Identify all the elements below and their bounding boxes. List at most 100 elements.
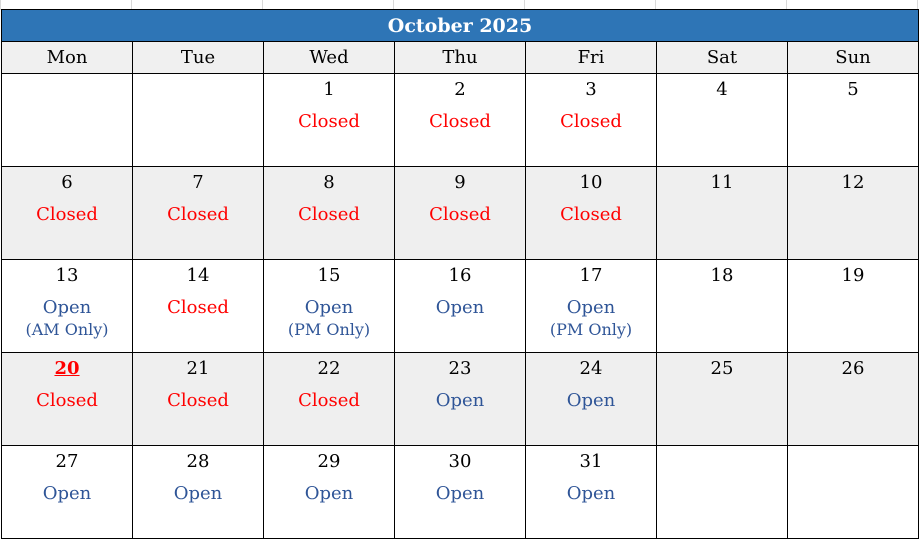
weekday-fri: Fri (525, 41, 657, 74)
day-status-note: (PM Only) (287, 320, 371, 339)
day-cell-12: 12 (787, 166, 919, 260)
day-cell-3: 3 Closed (525, 73, 657, 167)
day-number: 7 (192, 172, 204, 193)
day-number: 27 (55, 451, 79, 472)
day-number: 4 (716, 79, 728, 100)
calendar-table: October 2025 Mon Tue Wed Thu Fri Sat Sun… (1, 9, 919, 539)
day-number: 26 (841, 358, 865, 379)
day-status: Closed (429, 111, 491, 132)
day-number: 18 (710, 265, 734, 286)
day-status: Closed (560, 204, 622, 225)
day-status: Open (566, 390, 616, 411)
day-status: Open (435, 483, 485, 504)
weekday-header-row: Mon Tue Wed Thu Fri Sat Sun (1, 41, 919, 74)
day-number: 21 (186, 358, 210, 379)
day-cell-17: 17 Open (PM Only) (525, 259, 657, 353)
day-cell-28: 28 Open (132, 445, 264, 539)
day-cell-29: 29 Open (263, 445, 395, 539)
day-status: Closed (298, 390, 360, 411)
weekday-mon: Mon (1, 41, 133, 74)
week-row: 27 Open 28 Open 29 Open 30 Open 31 Open (1, 445, 919, 539)
day-cell-5: 5 (787, 73, 919, 167)
empty-day-cell (656, 445, 788, 539)
day-number: 25 (710, 358, 734, 379)
calendar-body: 1 Closed 2 Closed 3 Closed 4 5 6 Closed 7 Closed 8 Cl… (1, 73, 919, 539)
day-status: Open (566, 297, 616, 318)
day-status: Closed (298, 204, 360, 225)
day-number: 5 (847, 79, 859, 100)
day-number: 31 (579, 451, 603, 472)
day-cell-27: 27 Open (1, 445, 133, 539)
day-number: 24 (579, 358, 603, 379)
day-cell-7: 7 Closed (132, 166, 264, 260)
day-status: Closed (36, 204, 98, 225)
day-number: 12 (841, 172, 865, 193)
day-cell-26: 26 (787, 352, 919, 446)
day-number: 16 (448, 265, 472, 286)
day-number: 30 (448, 451, 472, 472)
day-number: 23 (448, 358, 472, 379)
empty-day-cell (132, 73, 264, 167)
day-cell-25: 25 (656, 352, 788, 446)
empty-day-cell (787, 445, 919, 539)
day-status: Closed (429, 204, 491, 225)
day-number: 19 (841, 265, 865, 286)
day-cell-2: 2 Closed (394, 73, 526, 167)
day-cell-11: 11 (656, 166, 788, 260)
day-number: 2 (454, 79, 466, 100)
day-number: 8 (323, 172, 335, 193)
week-row: 20 Closed 21 Closed 22 Closed 23 Open 24 Open 25 26 (1, 352, 919, 446)
day-number: 28 (186, 451, 210, 472)
day-number: 29 (317, 451, 341, 472)
day-cell-20: 20 Closed (1, 352, 133, 446)
day-status: Closed (167, 204, 229, 225)
day-status: Open (304, 297, 354, 318)
day-cell-21: 21 Closed (132, 352, 264, 446)
day-cell-15: 15 Open (PM Only) (263, 259, 395, 353)
day-status: Open (173, 483, 223, 504)
day-status: Closed (36, 390, 98, 411)
spreadsheet-gridlines (0, 0, 922, 10)
week-row: 13 Open (AM Only) 14 Closed 15 Open (PM Only) 16… (1, 259, 919, 353)
day-number: 22 (317, 358, 341, 379)
day-cell-30: 30 Open (394, 445, 526, 539)
day-status-note: (PM Only) (549, 320, 633, 339)
calendar-title: October 2025 (1, 9, 919, 42)
day-cell-22: 22 Closed (263, 352, 395, 446)
day-number: 17 (579, 265, 603, 286)
weekday-wed: Wed (263, 41, 395, 74)
day-cell-16: 16 Open (394, 259, 526, 353)
day-number: 14 (186, 265, 210, 286)
day-cell-14: 14 Closed (132, 259, 264, 353)
day-cell-4: 4 (656, 73, 788, 167)
weekday-sun: Sun (787, 41, 919, 74)
weekday-thu: Thu (394, 41, 526, 74)
week-row: 1 Closed 2 Closed 3 Closed 4 5 (1, 73, 919, 167)
day-cell-1: 1 Closed (263, 73, 395, 167)
day-cell-6: 6 Closed (1, 166, 133, 260)
day-status: Open (42, 483, 92, 504)
day-cell-9: 9 Closed (394, 166, 526, 260)
empty-day-cell (1, 73, 133, 167)
day-number: 13 (55, 265, 79, 286)
day-number: 6 (61, 172, 73, 193)
day-number: 1 (323, 79, 335, 100)
day-cell-23: 23 Open (394, 352, 526, 446)
day-number: 20 (54, 358, 80, 379)
day-status: Open (435, 390, 485, 411)
day-status: Closed (298, 111, 360, 132)
weekday-sat: Sat (656, 41, 788, 74)
day-status: Open (304, 483, 354, 504)
day-status-note: (AM Only) (25, 320, 109, 339)
day-number: 15 (317, 265, 341, 286)
day-status: Closed (167, 390, 229, 411)
weekday-tue: Tue (132, 41, 264, 74)
day-cell-18: 18 (656, 259, 788, 353)
day-cell-10: 10 Closed (525, 166, 657, 260)
day-number: 9 (454, 172, 466, 193)
day-number: 11 (710, 172, 734, 193)
week-row: 6 Closed 7 Closed 8 Closed 9 Closed 10 Closed 11 12 (1, 166, 919, 260)
day-status: Open (435, 297, 485, 318)
day-cell-13: 13 Open (AM Only) (1, 259, 133, 353)
day-cell-24: 24 Open (525, 352, 657, 446)
